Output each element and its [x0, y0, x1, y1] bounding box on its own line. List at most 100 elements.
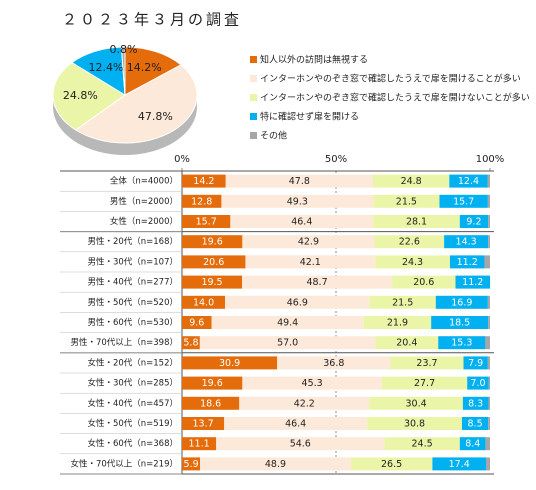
row-label: 男性・70代以上（n=398） — [70, 337, 178, 348]
bar-segment — [182, 235, 243, 249]
pie-label: 0.8% — [109, 43, 137, 56]
bar-segment — [487, 194, 490, 208]
bar-segment — [225, 295, 370, 309]
value-label: 54.6 — [290, 439, 311, 450]
value-label: 12.8 — [191, 196, 212, 207]
bar-segment — [182, 356, 278, 370]
bar-segment — [449, 255, 485, 269]
value-label: 14.2 — [193, 176, 214, 187]
legend-swatch — [250, 56, 257, 63]
bar-segment — [444, 235, 489, 249]
bar-segment — [373, 194, 440, 208]
value-label: 42.2 — [294, 398, 315, 409]
value-label: 5.8 — [183, 338, 198, 349]
bar-segment — [375, 336, 439, 350]
bar-segment — [363, 316, 432, 329]
bar-segment — [431, 316, 489, 329]
value-label: 5.9 — [184, 459, 199, 470]
bar-segment — [239, 396, 370, 410]
row-label: 男性・20代（n=168） — [87, 236, 178, 247]
pie-label: 12.4% — [89, 61, 124, 74]
value-label: 27.7 — [414, 378, 435, 389]
row-label: 男性・30代（n=107） — [87, 256, 178, 267]
bar-segment — [182, 174, 226, 188]
value-label: 19.6 — [202, 378, 223, 389]
value-label: 28.1 — [406, 217, 427, 228]
bar-segment — [367, 417, 462, 430]
pie-label: 47.8% — [138, 110, 173, 123]
bar-segment — [439, 194, 488, 208]
value-label: 20.4 — [396, 338, 417, 349]
value-label: 9.6 — [189, 318, 204, 329]
value-label: 7.9 — [468, 358, 483, 369]
bar-segment — [485, 336, 490, 350]
bar-segment — [369, 295, 436, 309]
bar-segment — [199, 336, 376, 350]
bar-segment — [488, 396, 490, 410]
bar-segment — [459, 215, 489, 228]
bar-segment — [438, 336, 486, 350]
bar-segment — [487, 295, 490, 309]
value-label: 30.8 — [404, 419, 425, 430]
x-tick-label: 0% — [174, 154, 190, 165]
row-label: 女性・60代（n=368） — [87, 438, 178, 449]
bar-segment — [487, 174, 490, 188]
value-label: 15.7 — [196, 217, 217, 228]
bar-segment — [182, 275, 243, 289]
row-label: 男性・60代（n=530） — [87, 317, 178, 328]
bar-segment — [242, 376, 382, 390]
pie-slice — [52, 61, 126, 131]
value-label: 21.9 — [387, 318, 408, 329]
legend-swatch — [250, 132, 257, 139]
value-label: 24.5 — [412, 439, 433, 450]
legend-swatch — [250, 94, 257, 101]
bar-segment — [221, 194, 374, 208]
row-label: 男性（n=2000） — [110, 196, 178, 207]
bar-segment — [182, 255, 246, 269]
bar-segment — [487, 356, 490, 370]
value-label: 18.6 — [200, 398, 221, 409]
value-label: 20.6 — [203, 257, 224, 268]
value-label: 26.5 — [381, 459, 402, 470]
bar-segment — [182, 194, 222, 208]
value-label: 8.4 — [465, 439, 480, 450]
value-label: 42.9 — [298, 237, 319, 248]
bar-segment — [463, 356, 488, 370]
row-label: 男性・40代（n=277） — [87, 277, 178, 288]
bar-segment — [485, 457, 490, 471]
value-label: 16.9 — [451, 297, 472, 308]
value-label: 8.5 — [468, 419, 483, 430]
value-label: 48.9 — [265, 459, 286, 470]
bar-segment — [211, 316, 364, 329]
bar-segment — [182, 215, 231, 228]
legend-label: その他 — [260, 130, 287, 142]
bar-segment — [225, 174, 373, 188]
value-label: 14.0 — [193, 297, 214, 308]
x-tick-label: 50% — [325, 154, 347, 165]
value-label: 36.8 — [323, 358, 344, 369]
value-label: 46.9 — [287, 297, 308, 308]
bar-segment — [485, 437, 490, 451]
bar-segment — [459, 437, 486, 451]
x-tick-label: 100% — [476, 154, 505, 165]
value-label: 9.2 — [466, 217, 481, 228]
row-label: 女性（n=2000） — [110, 216, 178, 227]
bar-segment — [182, 417, 225, 430]
value-label: 49.3 — [287, 196, 308, 207]
legend-label: 特に確認せず扉を開ける — [260, 111, 359, 123]
bar-segment — [381, 376, 468, 390]
value-label: 11.2 — [457, 257, 478, 268]
value-label: 24.8 — [401, 176, 422, 187]
bar-segment — [390, 356, 464, 370]
pie-slice — [124, 46, 182, 96]
value-label: 7.0 — [470, 378, 485, 389]
value-label: 18.5 — [449, 318, 470, 329]
bar-segment — [182, 295, 226, 309]
bar-segment — [182, 437, 217, 451]
value-label: 49.4 — [277, 318, 298, 329]
row-label: 女性・40代（n=457） — [87, 398, 178, 409]
bar-segment — [182, 457, 201, 471]
value-label: 42.1 — [300, 257, 321, 268]
bar-segment — [375, 255, 450, 269]
